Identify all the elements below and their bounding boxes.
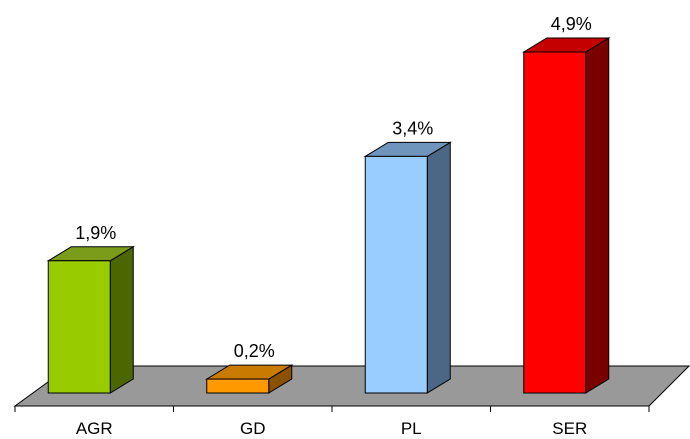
bar-series (46, 37, 611, 394)
bar-side-face (426, 141, 451, 394)
bar-gd (204, 364, 294, 394)
data-label: 0,2% (234, 341, 275, 361)
data-labels: 1,9% 0,2% 3,4% 4,9% (75, 14, 592, 361)
x-axis-ticks (14, 406, 650, 412)
bar-ser (521, 37, 611, 394)
x-tick-label: GD (240, 419, 266, 438)
bar-agr (46, 245, 136, 394)
bar-front-face (364, 155, 428, 394)
x-tick-label: SER (552, 419, 587, 438)
x-tick-label: AGR (76, 419, 113, 438)
data-label: 4,9% (551, 14, 592, 34)
bar-side-face (585, 37, 610, 394)
x-tick-label: PL (401, 419, 422, 438)
data-label: 1,9% (75, 223, 116, 243)
bar-front-face (206, 378, 270, 394)
bar-front-face (47, 260, 111, 394)
data-label: 3,4% (392, 118, 433, 138)
bar-pl (363, 141, 453, 394)
bar-side-face (109, 245, 134, 394)
bar-front-face (523, 51, 587, 394)
x-axis-tick-labels: AGR GD PL SER (76, 419, 587, 438)
